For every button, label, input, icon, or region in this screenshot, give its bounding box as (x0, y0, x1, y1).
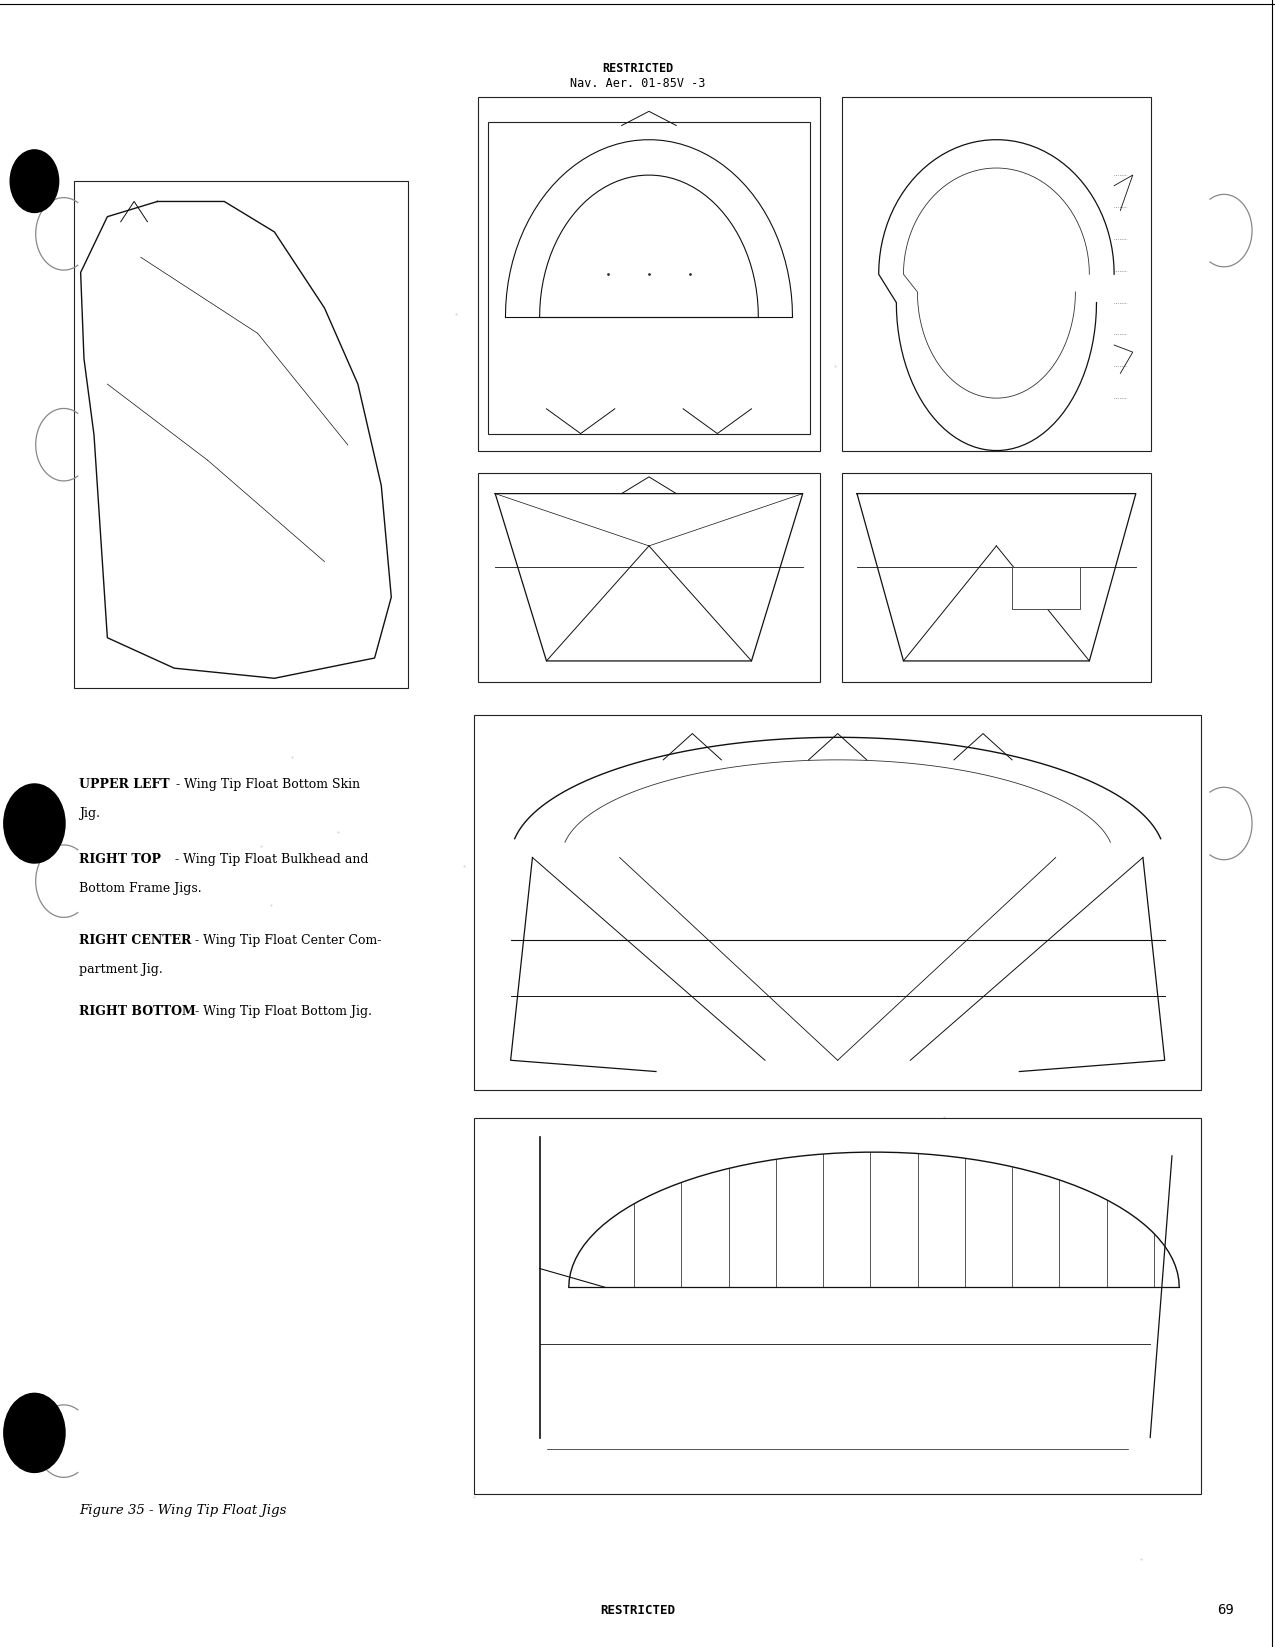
Bar (478, 97, 820, 451)
Bar (478, 473, 820, 682)
Bar (488, 122, 810, 433)
Bar (842, 473, 1151, 682)
Text: - Wing Tip Float Bottom Jig.: - Wing Tip Float Bottom Jig. (191, 1005, 372, 1018)
Text: 69: 69 (1218, 1603, 1234, 1617)
Text: RIGHT TOP: RIGHT TOP (79, 853, 161, 866)
Text: partment Jig.: partment Jig. (79, 962, 163, 975)
Text: Figure 35 - Wing Tip Float Jigs: Figure 35 - Wing Tip Float Jigs (79, 1504, 287, 1517)
Text: Jig.: Jig. (79, 807, 99, 820)
Text: RESTRICTED: RESTRICTED (601, 1604, 674, 1617)
Text: RIGHT CENTER: RIGHT CENTER (79, 934, 191, 947)
Text: RIGHT BOTTOM: RIGHT BOTTOM (79, 1005, 196, 1018)
Text: - Wing Tip Float Center Com-: - Wing Tip Float Center Com- (191, 934, 381, 947)
Bar (842, 97, 1151, 451)
Bar (1012, 567, 1080, 609)
Text: Bottom Frame Jigs.: Bottom Frame Jigs. (79, 883, 201, 894)
Text: - Wing Tip Float Bulkhead and: - Wing Tip Float Bulkhead and (163, 853, 368, 866)
Bar (74, 181, 408, 688)
Text: UPPER LEFT: UPPER LEFT (79, 779, 170, 791)
Bar (474, 715, 1201, 1090)
Circle shape (4, 1393, 65, 1472)
Text: RESTRICTED: RESTRICTED (602, 61, 673, 74)
Text: Nav. Aer. 01-85V -3: Nav. Aer. 01-85V -3 (570, 77, 705, 91)
Circle shape (10, 150, 59, 212)
Text: - Wing Tip Float Bottom Skin: - Wing Tip Float Bottom Skin (172, 779, 361, 791)
Bar (474, 1118, 1201, 1494)
Circle shape (4, 784, 65, 863)
